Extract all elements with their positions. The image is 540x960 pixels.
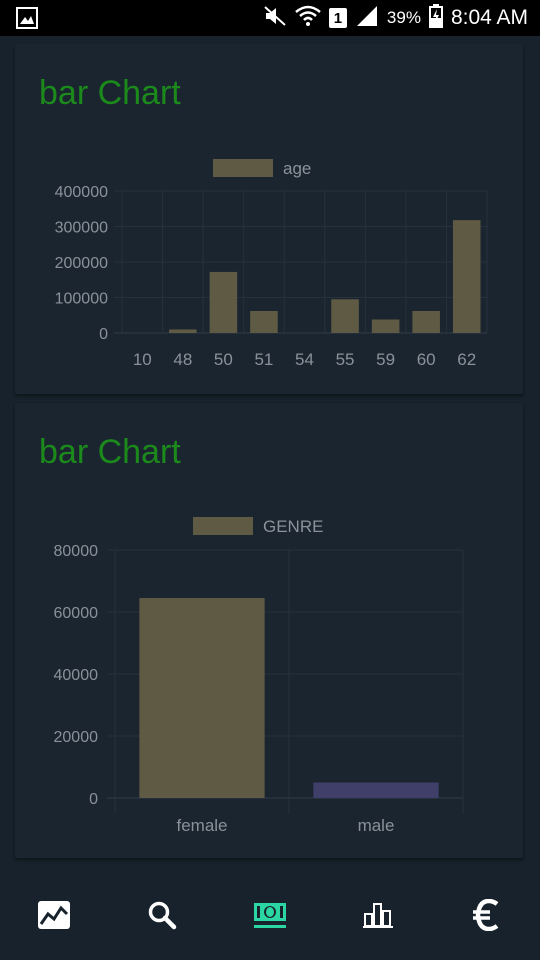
card-title: bar Chart [39, 74, 181, 112]
battery-percent: 39% [386, 8, 421, 27]
x-tick-label: 10 [133, 350, 152, 369]
legend-label: GENRE [263, 517, 323, 536]
y-tick-label: 400000 [55, 184, 108, 201]
x-tick-label: 60 [417, 350, 436, 369]
legend-swatch [193, 517, 253, 535]
mute-icon [263, 5, 287, 32]
y-tick-label: 60000 [54, 605, 99, 622]
wifi-icon [295, 5, 321, 32]
legend-label: age [283, 159, 311, 178]
y-tick-label: 40000 [54, 667, 99, 684]
status-bar: 1 39% 8:04 AM [0, 0, 540, 36]
bar [371, 319, 400, 333]
bar [452, 220, 481, 333]
sim-icon: 1 [328, 8, 347, 28]
signal-icon [355, 5, 379, 32]
x-tick-label: 55 [336, 350, 355, 369]
clock: 8:04 AM [450, 6, 528, 29]
battery-icon [428, 3, 443, 33]
genre-chart-card: bar Chart 80000 60000 40000 20000 0 female mal… [15, 403, 523, 858]
bottom-navigation [0, 874, 540, 960]
bar [250, 310, 278, 333]
x-tick-label: 62 [457, 350, 476, 369]
y-tick-label: 80000 [54, 543, 99, 560]
bar [331, 299, 359, 333]
x-tick-label: 50 [214, 350, 233, 369]
y-tick-label: 200000 [55, 255, 108, 272]
genre-bar-chart: 80000 60000 40000 20000 0 female male GENRE [54, 517, 464, 835]
y-tick-label: 100000 [55, 291, 108, 308]
x-tick-label: male [358, 816, 395, 835]
euro-icon [472, 898, 500, 936]
search-icon [147, 900, 177, 935]
x-tick-label: 48 [173, 350, 192, 369]
x-tick-label: 54 [295, 350, 314, 369]
bar-chart-icon [363, 902, 393, 933]
y-tick-label: 0 [89, 791, 98, 808]
y-tick-label: 300000 [55, 220, 108, 237]
x-tick-label: female [176, 816, 227, 835]
bar [313, 782, 439, 798]
nav-money[interactable] [216, 874, 324, 960]
x-tick-label: 51 [254, 350, 273, 369]
age-chart-card: bar Chart 400000 300000 200000 100000 0 10 48 5… [15, 44, 523, 394]
x-tick-label: 59 [376, 350, 395, 369]
money-icon [253, 901, 287, 934]
bar [139, 598, 265, 798]
nav-search[interactable] [108, 874, 216, 960]
card-title: bar Chart [39, 433, 181, 471]
nav-euro[interactable] [432, 874, 540, 960]
y-tick-label: 0 [99, 326, 108, 343]
gallery-icon [16, 7, 38, 29]
y-tick-label: 20000 [54, 729, 99, 746]
nav-bar-chart[interactable] [324, 874, 432, 960]
bar [209, 271, 238, 333]
bar [412, 310, 440, 333]
trend-chart-icon [37, 900, 71, 935]
nav-trend-chart[interactable] [0, 874, 108, 960]
legend-swatch [213, 159, 273, 177]
bar [169, 329, 197, 333]
age-bar-chart: 400000 300000 200000 100000 0 10 48 50 51 54 55 59 6… [55, 159, 488, 369]
